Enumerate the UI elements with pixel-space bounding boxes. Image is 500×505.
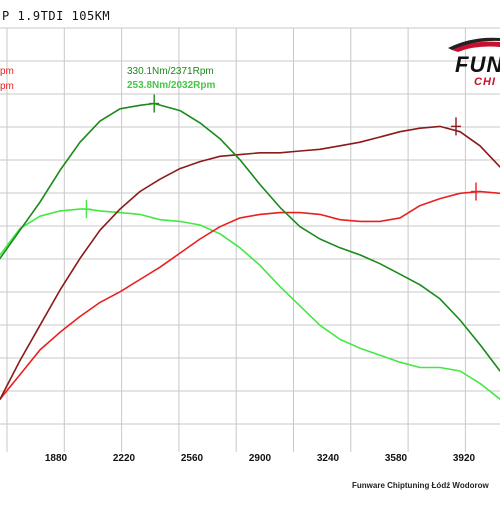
x-tick-label: 2220 [113,453,136,464]
peak-torque-label: 330.1Nm/2371Rpm [127,66,214,77]
peak-power-label: 253.8Nm/2032Rpm [127,80,216,91]
peak-markers [81,94,481,219]
x-tick-label: 2900 [249,453,272,464]
series-line-stock-power [0,190,500,401]
logo-main-text: FUN [455,52,500,77]
series-line-stock-torque [0,208,500,401]
logo-swoosh-icon [448,37,500,52]
series-line-tuned-power [0,125,500,401]
legend-stock-power-label: pm [0,66,14,77]
footer-credit: Funware Chiptuning Łódź Wodorow [352,481,489,490]
x-tick-label: 1880 [45,453,68,464]
x-tick-label: 3240 [317,453,340,464]
x-tick-label: 3580 [385,453,408,464]
x-tick-label: 2560 [181,453,204,464]
x-tick-label: 3920 [453,453,476,464]
chart-title: P 1.9TDI 105KM [2,9,111,23]
series-layer [0,102,500,401]
grid [0,27,500,452]
x-tick-labels: 1880 2220 2560 2900 3240 3580 3920 [45,453,476,464]
legend-tuned-power-label: pm [0,81,14,92]
logo-sub-text: CHI [474,76,496,88]
series-line-tuned-torque [0,102,500,372]
